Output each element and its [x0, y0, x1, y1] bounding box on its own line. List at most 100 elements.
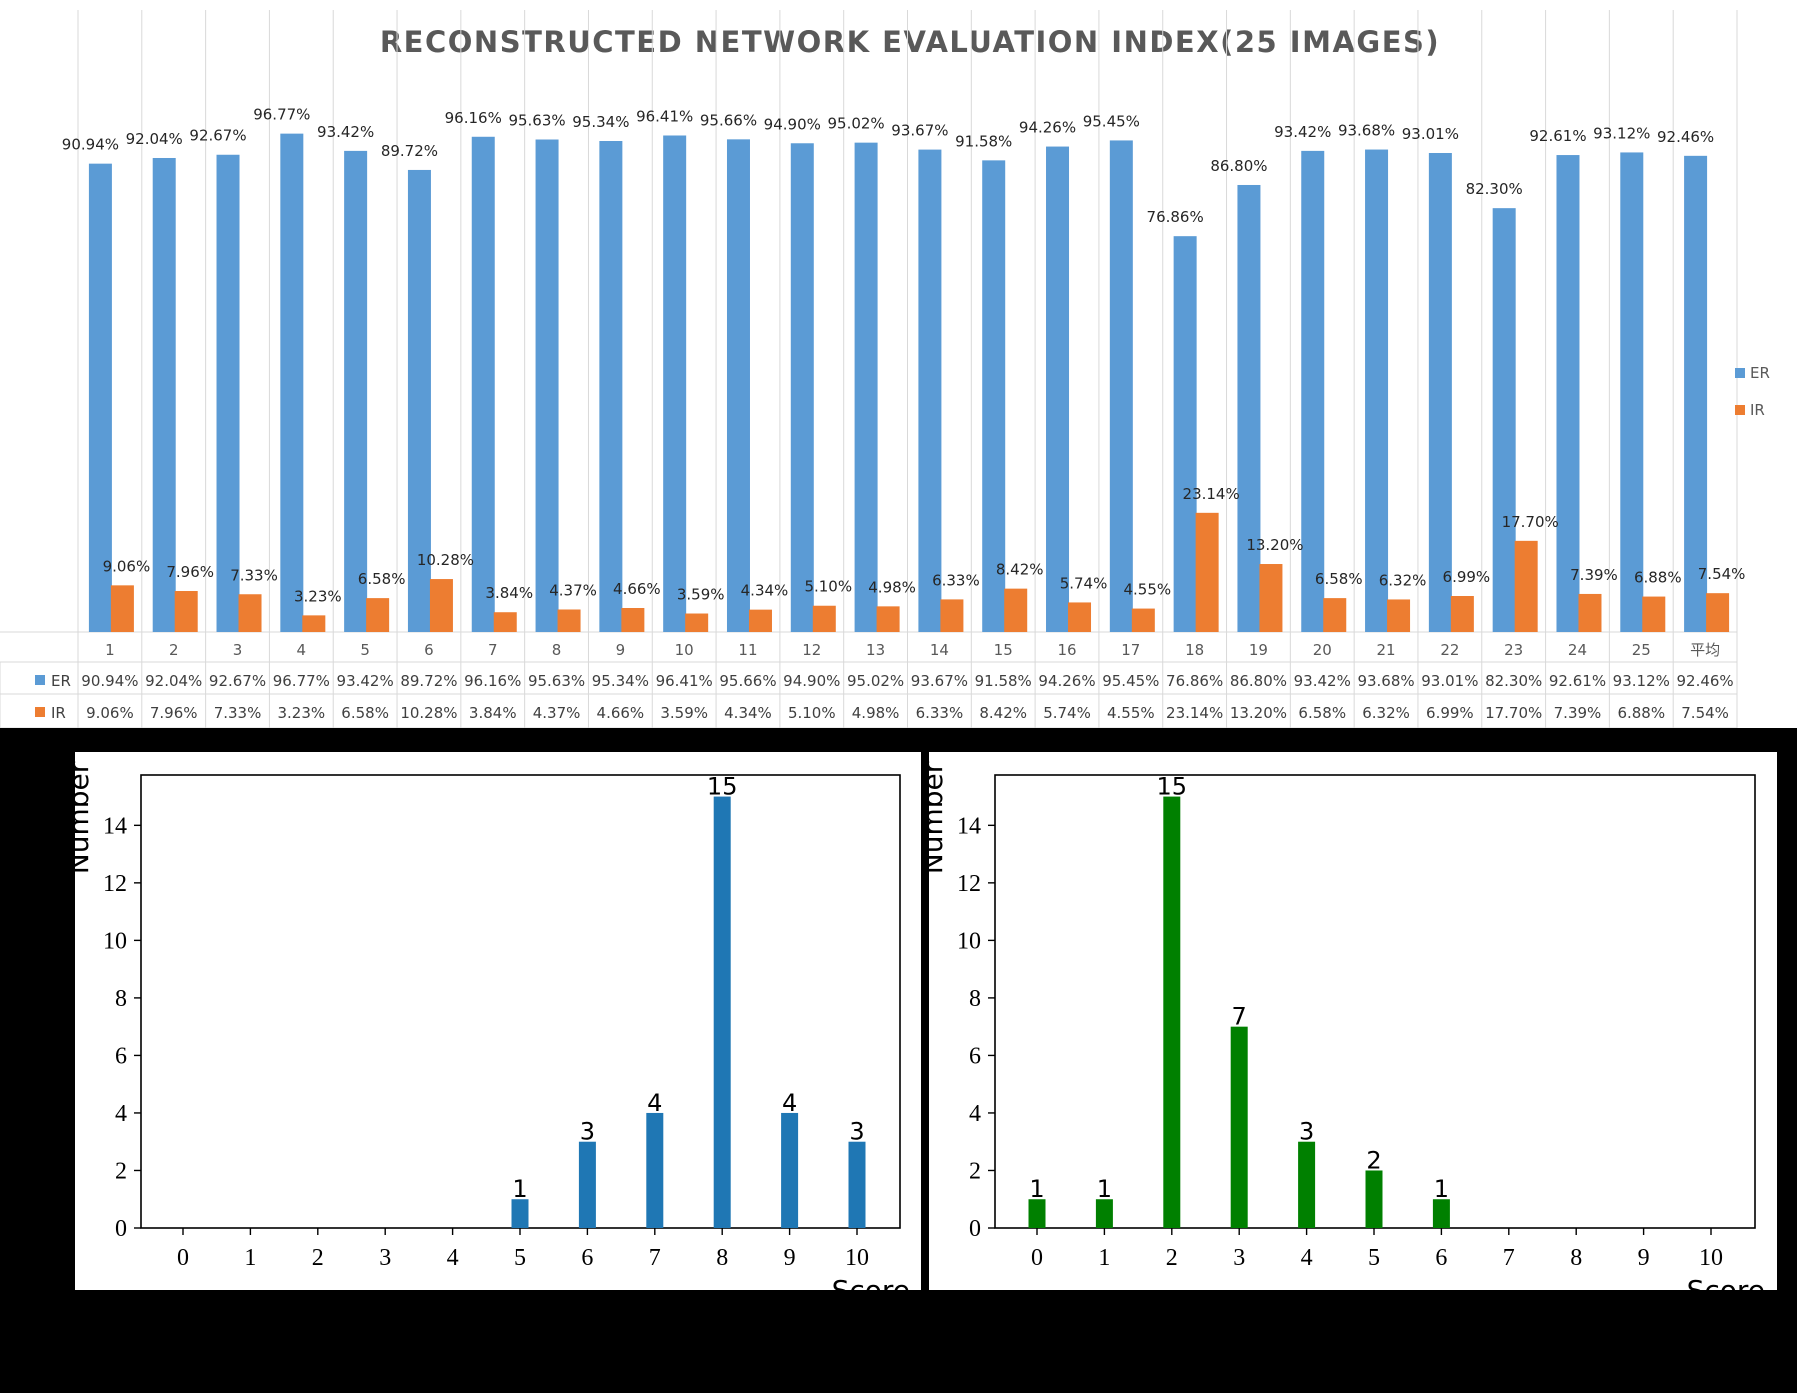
bar-value-label: 15	[707, 773, 738, 801]
legend-key-er	[1735, 368, 1745, 378]
data-label-er: 86.80%	[1210, 157, 1267, 175]
x-tick-label: 2	[312, 1245, 324, 1271]
y-tick-label: 10	[103, 928, 127, 954]
bar-er	[599, 140, 623, 632]
bar	[1365, 1170, 1383, 1228]
table-cell-er: 92.04%	[145, 672, 202, 690]
table-cell-ir: 4.34%	[724, 704, 772, 722]
data-label-ir: 8.42%	[996, 561, 1044, 579]
table-cell-ir: 6.88%	[1617, 704, 1665, 722]
table-cell-ir: 4.55%	[1107, 704, 1155, 722]
x-tick-label: 2	[1166, 1245, 1178, 1271]
table-legend-key-er	[35, 675, 45, 685]
table-cell-er: 93.42%	[337, 672, 394, 690]
table-cell-ir: 6.58%	[341, 704, 389, 722]
table-cell-ir: 4.66%	[597, 704, 645, 722]
y-tick-label: 0	[115, 1216, 127, 1242]
x-tick-label: 4	[1301, 1245, 1313, 1271]
x-tick-label: 0	[1031, 1245, 1043, 1271]
bar-ir	[493, 612, 517, 632]
table-cell-er: 92.67%	[209, 672, 266, 690]
bar-er	[152, 157, 176, 632]
table-cell-er: 95.45%	[1102, 672, 1159, 690]
bar-er	[216, 154, 240, 632]
bar-er	[471, 136, 495, 632]
table-cell-ir: 13.20%	[1230, 704, 1287, 722]
category-label: 18	[1185, 641, 1204, 659]
bar	[646, 1112, 664, 1228]
table-cell-ir: 3.84%	[469, 704, 517, 722]
data-label-er: 95.34%	[572, 113, 629, 131]
y-tick-label: 12	[957, 871, 981, 897]
table-cell-ir: 9.06%	[86, 704, 134, 722]
score-histogram-left: 024681012140123451637481594103NumberScor…	[75, 752, 921, 1290]
x-tick-label: 0	[177, 1245, 189, 1271]
bar-ir	[1004, 588, 1028, 632]
data-label-er: 94.90%	[764, 115, 821, 133]
data-label-er: 92.04%	[126, 130, 183, 148]
category-label: 16	[1057, 641, 1076, 659]
table-cell-er: 90.94%	[81, 672, 138, 690]
data-label-er: 93.01%	[1402, 125, 1459, 143]
category-label: 13	[866, 641, 885, 659]
y-tick-label: 14	[957, 813, 981, 839]
legend-key-ir	[1735, 405, 1745, 415]
bar	[1432, 1199, 1450, 1228]
data-label-er: 96.41%	[636, 107, 693, 125]
bar	[1163, 796, 1181, 1228]
bar-ir	[174, 591, 198, 632]
y-tick-label: 10	[957, 928, 981, 954]
y-tick-label: 4	[969, 1101, 981, 1127]
bar-value-label: 1	[1029, 1175, 1044, 1203]
bar-ir	[1706, 593, 1730, 632]
bar-er	[1173, 236, 1197, 632]
table-cell-er: 94.90%	[783, 672, 840, 690]
bar	[578, 1141, 596, 1228]
table-cell-er: 96.16%	[464, 672, 521, 690]
category-label: 21	[1377, 641, 1396, 659]
bar-value-label: 1	[1097, 1175, 1112, 1203]
data-label-ir: 3.59%	[677, 586, 725, 604]
category-label: 22	[1440, 641, 1459, 659]
table-cell-ir: 3.59%	[660, 704, 708, 722]
y-axis-label: Number	[929, 761, 949, 874]
x-tick-label: 4	[447, 1245, 459, 1271]
bar-ir	[621, 608, 645, 632]
bar-ir	[685, 613, 709, 632]
score-histogram-left-svg: 024681012140123451637481594103NumberScor…	[75, 761, 910, 1290]
table-cell-ir: 17.70%	[1485, 704, 1542, 722]
x-tick-label: 6	[581, 1245, 593, 1271]
table-cell-ir: 6.32%	[1362, 704, 1410, 722]
bar-er	[663, 135, 687, 632]
data-label-er: 89.72%	[381, 142, 438, 160]
evaluation-index-chart: RECONSTRUCTED NETWORK EVALUATION INDEX(2…	[0, 0, 1797, 728]
bar-er	[1428, 152, 1452, 632]
table-cell-er: 95.66%	[719, 672, 776, 690]
x-tick-label: 8	[716, 1245, 728, 1271]
bar	[713, 796, 731, 1228]
category-label: 4	[297, 641, 307, 659]
data-label-ir: 6.58%	[358, 570, 406, 588]
bar-value-label: 1	[1434, 1175, 1449, 1203]
bar-er	[88, 163, 112, 632]
table-cell-ir: 7.33%	[214, 704, 262, 722]
data-label-ir: 23.14%	[1183, 485, 1240, 503]
category-label: 8	[552, 641, 562, 659]
table-cell-ir: 8.42%	[979, 704, 1027, 722]
bar-ir	[1259, 564, 1283, 632]
table-cell-er: 92.46%	[1676, 672, 1733, 690]
bar-value-label: 1	[512, 1175, 527, 1203]
data-label-ir: 10.28%	[417, 551, 474, 569]
category-label: 3	[233, 641, 243, 659]
table-cell-ir: 5.10%	[788, 704, 836, 722]
table-cell-er: 89.72%	[400, 672, 457, 690]
data-label-er: 95.02%	[827, 115, 884, 133]
data-label-er: 93.42%	[1274, 123, 1331, 141]
data-label-ir: 6.88%	[1634, 569, 1682, 587]
category-label: 6	[424, 641, 434, 659]
bar-ir	[1068, 602, 1092, 632]
bar-ir	[302, 615, 326, 632]
y-tick-label: 6	[969, 1043, 981, 1069]
table-cell-er: 94.26%	[1038, 672, 1095, 690]
bar-er	[1301, 150, 1325, 632]
